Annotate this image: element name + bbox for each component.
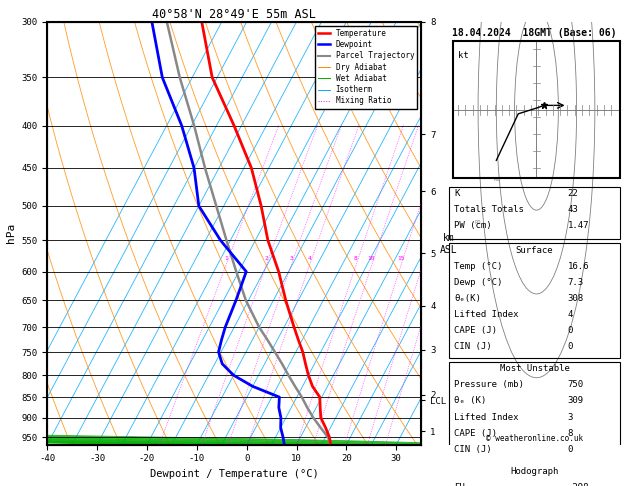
- Text: 8: 8: [567, 429, 573, 437]
- Text: R0: R0: [475, 220, 481, 225]
- Text: Lifted Index: Lifted Index: [454, 413, 519, 421]
- Y-axis label: km
ASL: km ASL: [440, 233, 458, 255]
- Text: 8: 8: [354, 256, 358, 261]
- Text: 750: 750: [567, 381, 584, 389]
- Y-axis label: hPa: hPa: [6, 223, 16, 243]
- Text: θₑ(K): θₑ(K): [454, 294, 481, 303]
- Text: CAPE (J): CAPE (J): [454, 429, 498, 437]
- Text: 4: 4: [308, 256, 311, 261]
- Text: Hodograph: Hodograph: [511, 467, 559, 476]
- Text: 1: 1: [224, 256, 228, 261]
- Bar: [452, 41, 620, 178]
- Text: CAPE (J): CAPE (J): [454, 326, 498, 335]
- Text: θₑ (K): θₑ (K): [454, 397, 487, 405]
- Legend: Temperature, Dewpoint, Parcel Trajectory, Dry Adiabat, Wet Adiabat, Isotherm, Mi: Temperature, Dewpoint, Parcel Trajectory…: [315, 26, 418, 108]
- Text: 309: 309: [567, 397, 584, 405]
- Text: 3: 3: [289, 256, 293, 261]
- Text: 43: 43: [567, 205, 578, 214]
- Text: 0: 0: [567, 342, 573, 351]
- Text: 3: 3: [567, 413, 573, 421]
- Text: 7.3: 7.3: [567, 278, 584, 287]
- Text: © weatheronline.co.uk: © weatheronline.co.uk: [486, 434, 583, 443]
- Text: 15: 15: [397, 256, 404, 261]
- Text: 18.04.2024  18GMT (Base: 06): 18.04.2024 18GMT (Base: 06): [452, 28, 617, 38]
- Text: CIN (J): CIN (J): [454, 342, 492, 351]
- Text: R0: R0: [493, 177, 499, 182]
- X-axis label: Dewpoint / Temperature (°C): Dewpoint / Temperature (°C): [150, 469, 318, 479]
- Text: 4: 4: [567, 310, 573, 319]
- Text: Temp (°C): Temp (°C): [454, 261, 503, 271]
- Text: 10: 10: [368, 256, 376, 261]
- Bar: [449, 243, 620, 358]
- Text: EH: EH: [454, 483, 465, 486]
- Text: kt: kt: [458, 52, 469, 60]
- Bar: [449, 465, 620, 486]
- Text: Pressure (mb): Pressure (mb): [454, 381, 524, 389]
- Text: Lifted Index: Lifted Index: [454, 310, 519, 319]
- Text: 0: 0: [567, 445, 573, 454]
- Text: Surface: Surface: [516, 245, 554, 255]
- Bar: [449, 362, 620, 461]
- Text: K: K: [454, 189, 460, 198]
- Text: 16.6: 16.6: [567, 261, 589, 271]
- Title: 40°58'N 28°49'E 55m ASL: 40°58'N 28°49'E 55m ASL: [152, 8, 316, 21]
- Text: 1.47: 1.47: [567, 221, 589, 230]
- Text: 22: 22: [567, 189, 578, 198]
- Text: -298: -298: [567, 483, 589, 486]
- Text: Dewp (°C): Dewp (°C): [454, 278, 503, 287]
- Bar: [449, 187, 620, 239]
- Text: Totals Totals: Totals Totals: [454, 205, 524, 214]
- Text: 308: 308: [567, 294, 584, 303]
- Text: PW (cm): PW (cm): [454, 221, 492, 230]
- Text: Most Unstable: Most Unstable: [499, 364, 570, 373]
- Text: 2: 2: [264, 256, 268, 261]
- Text: CIN (J): CIN (J): [454, 445, 492, 454]
- Text: 0: 0: [567, 326, 573, 335]
